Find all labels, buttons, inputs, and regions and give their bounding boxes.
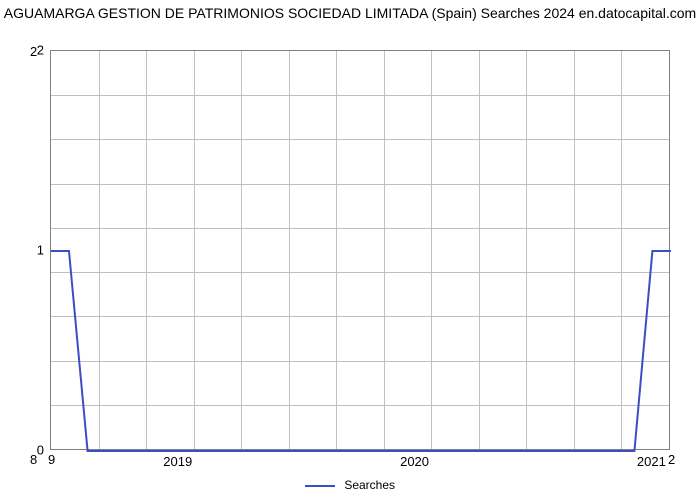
corner-top-left: 2 [30,44,37,59]
x-tick-label: 2020 [400,454,429,469]
x-tick-label: 2021 [637,454,666,469]
x-tick-label: 2019 [163,454,192,469]
chart-title: AGUAMARGA GESTION DE PATRIMONIOS SOCIEDA… [0,4,700,22]
y-tick-label: 0 [37,443,44,458]
legend-swatch [305,485,335,487]
plot-area [50,50,670,450]
chart-container: AGUAMARGA GESTION DE PATRIMONIOS SOCIEDA… [0,0,700,500]
y-tick-label: 2 [37,43,44,58]
y-tick-label: 1 [37,243,44,258]
legend: Searches [0,478,700,492]
corner-bottom-left2: 9 [48,452,55,467]
data-line-searches [51,51,671,451]
corner-bottom-right: 2 [668,452,675,467]
legend-label: Searches [344,478,395,492]
corner-bottom-left: 8 [30,452,37,467]
